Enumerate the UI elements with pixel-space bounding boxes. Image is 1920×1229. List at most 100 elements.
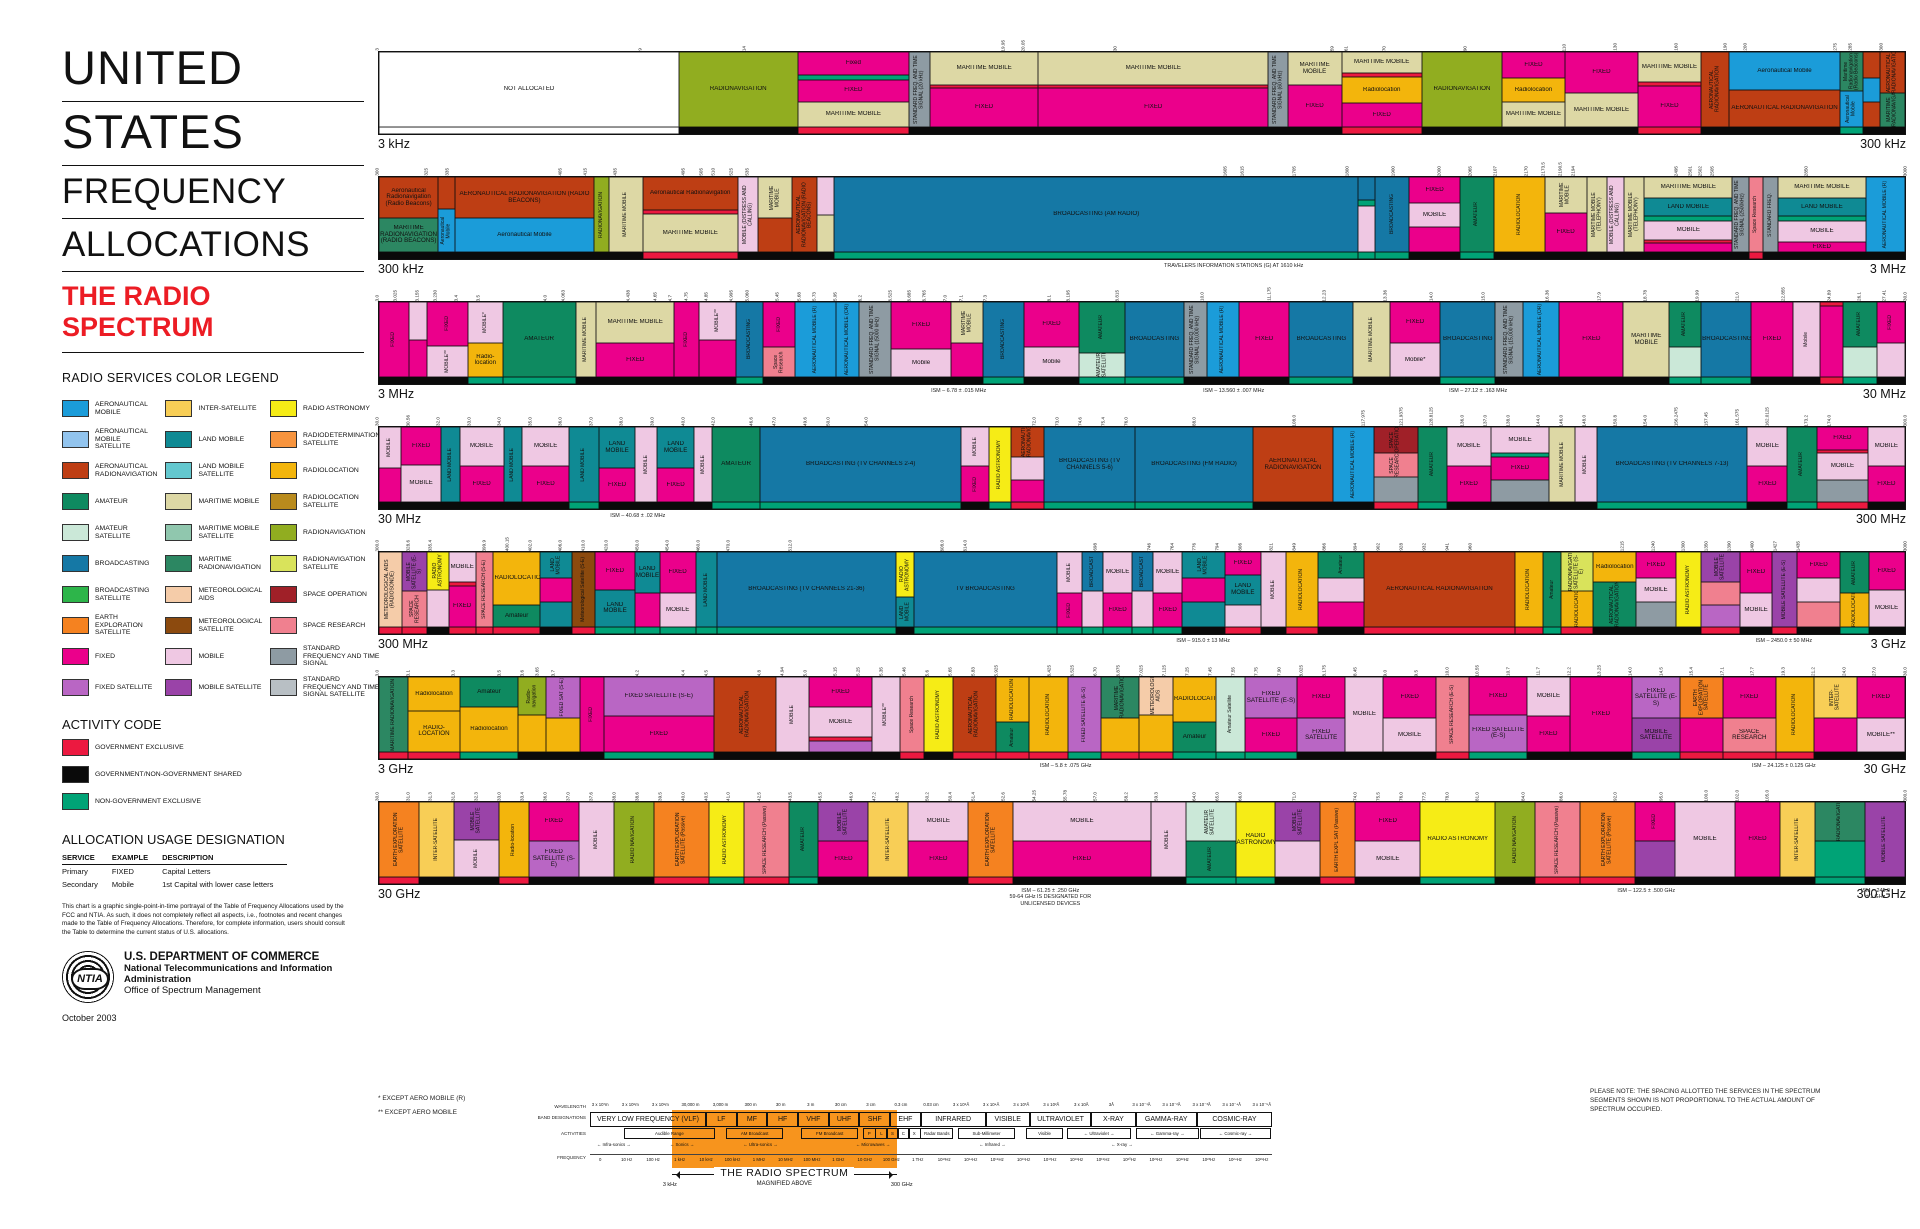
- allocation-label: BROADCASTING: [1296, 336, 1347, 343]
- allocation-cell: [699, 339, 736, 377]
- allocation-cell: [1373, 477, 1418, 502]
- allocation-cell: FIXED: [1526, 716, 1570, 752]
- allocation-cell: [1409, 227, 1460, 252]
- activity-bar: [1333, 502, 1374, 509]
- allocation-cell: FIXED: [659, 552, 696, 594]
- tick: 92.0: [1612, 792, 1618, 801]
- allocation-cell: FIXED SATELLITE (E-S): [1469, 714, 1527, 752]
- wavelength-tick: 0.03 cm: [923, 1102, 939, 1107]
- tick: 54.25: [1031, 789, 1037, 802]
- tick: 5.0: [802, 669, 808, 676]
- allocation-segment: RADIONAVIGATION: [678, 52, 798, 134]
- allocation-segment: FIXED MOBILE: [400, 427, 442, 509]
- allocation-cell: MOBILE: [1150, 802, 1186, 877]
- allocation-cell: FIXED: [379, 302, 409, 377]
- activity-code-item: GOVERNMENT/NON-GOVERNMENT SHARED: [62, 766, 242, 783]
- title-frequency: FREQUENCY: [62, 172, 287, 211]
- activity-bar: [1436, 752, 1470, 759]
- allocation-cell: MOBILE: [1644, 220, 1733, 240]
- tick: 52.6: [1001, 792, 1007, 801]
- activity-bar: [775, 752, 810, 759]
- usage-table: SERVICE EXAMPLE DESCRIPTION Primary FIXED Cap…: [62, 852, 288, 891]
- allocation-segment: MOBILE SATELLITE FIXED: [818, 802, 869, 884]
- allocation-label: FIXED: [1233, 560, 1252, 566]
- allocation-label: FIXED: [588, 707, 595, 722]
- allocation-label: FIXED SATELLITE (S-E): [532, 849, 575, 869]
- allocation-label: MOBILE: [1830, 463, 1855, 470]
- legend-item: MOBILE: [165, 641, 262, 672]
- divider: [62, 101, 364, 102]
- allocation-cell: STANDARD FREQ. AND TIME SIGNAL (60 kHz): [1268, 52, 1288, 127]
- wavelength-tick: 0.3 cm: [894, 1102, 908, 1107]
- allocation-cell: MARITIME MOBILE: [1502, 102, 1565, 127]
- allocation-cell: FIXED: [1739, 552, 1773, 594]
- legend-swatch: [62, 431, 89, 448]
- allocation-cell: MOBILE: [1446, 427, 1491, 466]
- wavelength-tick: 30 m: [775, 1102, 786, 1107]
- tick: 7.75: [1253, 667, 1259, 676]
- activity-bar: [1840, 127, 1864, 134]
- allocation-label: AERONAUTICAL MOBILE (R): [1881, 180, 1888, 249]
- allocation-label: FIXED: [536, 480, 555, 487]
- allocation-segment: MOBILE FIXED: [1868, 427, 1905, 509]
- allocation-cell: MOBILE: [578, 802, 614, 877]
- legend-swatch: [62, 617, 89, 634]
- tick: 7.125: [1161, 664, 1167, 677]
- allocation-segment: MOBILE FIXED: [1153, 552, 1182, 634]
- tick: 510: [710, 168, 716, 176]
- allocation-segment: MARITIME MOBILE (TELEPHONY): [1586, 177, 1608, 259]
- band-rows: 3 9 14 19.95 20.05 30 59 61 70 90 110 130 160 190 200 2…: [375, 34, 1908, 909]
- allocation-label: MOBILE: [699, 455, 706, 474]
- tick: 8.45: [1352, 667, 1358, 676]
- allocation-cell: [1842, 347, 1878, 377]
- activity-bar: [1364, 627, 1515, 634]
- allocation-label: RADIO ASTRONOMY: [898, 558, 910, 591]
- allocation-label: LAND MOBILE: [1667, 203, 1710, 210]
- allocation-segment: AERONAUTICAL RADIONAVIGATION: [1010, 427, 1044, 509]
- activity-bar: [1580, 877, 1636, 884]
- allocation-segment: AMATEUR: [1669, 302, 1702, 384]
- activity-bar: [1865, 252, 1905, 259]
- allocation-cell: EARTH EXPLORATION SATELLITE: [968, 802, 1014, 877]
- allocation-label: STANDARD FREQ. AND TIME SIGNAL (5000 kHz…: [869, 305, 881, 374]
- tick: 61: [1343, 45, 1349, 51]
- band-chart: MARITIME RADIONAVIGATION Radiolocation RAD…: [378, 676, 1906, 760]
- tick: 30.56: [405, 414, 411, 427]
- allocation-cell: [438, 177, 456, 209]
- allocation-label: RADIO ASTRONOMY: [996, 439, 1003, 490]
- allocation-label: SPACE RESEARCH (Passive): [1554, 805, 1561, 874]
- activity-bar: [1734, 877, 1780, 884]
- wavelength-tick: 3 x 10⁶m: [621, 1102, 639, 1107]
- tick: 1435: [1795, 540, 1801, 551]
- band-start-label: 300 MHz: [378, 637, 429, 651]
- allocation-segment: MOBILE: [775, 677, 810, 759]
- allocation-cell: BROADCASTING (FM RADIO): [1135, 427, 1253, 502]
- activity-bar: [402, 627, 428, 634]
- tick: 1390: [1726, 540, 1732, 551]
- allocation-label: RADIO ASTRONOMY: [1684, 564, 1691, 615]
- allocation-segment: MOBILE: [578, 802, 614, 884]
- allocation-cell: FIXED SATELLITE: [1297, 718, 1346, 752]
- allocation-cell: INTER-SATELLITE: [418, 802, 454, 877]
- wavelength-tick: 30 cm: [834, 1102, 847, 1107]
- band-row-6: 3.0 3.1 3.3 3.5 3.6 3.65 3.7 4.2 4.4 4.5 4.8 4.94 5.…: [375, 659, 1908, 777]
- allocation-segment: Radiolocation AERONAUTICAL RADIONAVIGATIO…: [1593, 552, 1637, 634]
- tick: 866: [1322, 543, 1328, 551]
- allocation-cell: LAND MOBILE: [895, 597, 914, 627]
- allocation-segment: FIXED Space Research: [763, 302, 796, 384]
- activity-arrow: ← Microwaves →: [855, 1142, 891, 1147]
- allocation-segment: MARITIME RADIONAVIGATION: [1101, 677, 1140, 759]
- legend-swatch: [62, 400, 89, 417]
- allocation-cell: RADIO ASTRONOMY: [895, 552, 914, 597]
- legend-swatch: [165, 586, 193, 603]
- allocation-segment: Meteorological Satellite (S-E): [572, 552, 596, 634]
- allocation-cell: FIXED: [1544, 213, 1587, 252]
- legend-item: INTER-SATELLITE: [165, 393, 262, 424]
- tick: 34.0: [496, 417, 502, 426]
- legend-item: SPACE RESEARCH: [270, 610, 380, 641]
- divider: [62, 352, 364, 353]
- allocation-cell: SPACE RESEARCH: [402, 591, 428, 627]
- activity-bar: [795, 377, 837, 384]
- activity-bar: [379, 752, 408, 759]
- allocation-cell: FIXED: [1636, 552, 1676, 578]
